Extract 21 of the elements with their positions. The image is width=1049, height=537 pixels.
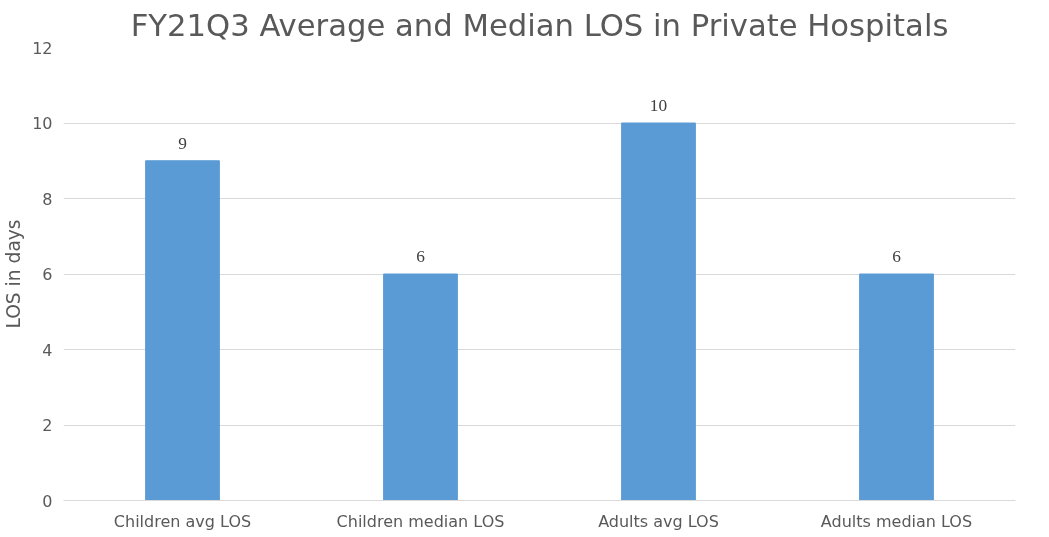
y-tick-label: 6 — [42, 265, 53, 284]
x-tick-label: Children median LOS — [336, 511, 505, 531]
y-tick-label: 12 — [32, 38, 53, 58]
y-tick-label: 4 — [42, 340, 53, 360]
y-tick-label: 10 — [32, 114, 53, 133]
x-tick-label: Adults median LOS — [820, 511, 973, 531]
chart-title: FY21Q3 Average and Median LOS in Private Hospitals — [130, 7, 949, 43]
y-axis-title: LOS in days — [3, 219, 25, 329]
bar — [145, 160, 220, 501]
y-tick-label: 8 — [42, 189, 53, 209]
y-tick-label: 2 — [42, 416, 53, 435]
x-tick-label: Children avg LOS — [113, 511, 252, 531]
bar — [859, 273, 934, 501]
bar — [621, 122, 696, 501]
bar — [383, 273, 458, 501]
x-tick-label: Adults avg LOS — [598, 511, 719, 531]
data-label: 10 — [649, 96, 668, 115]
data-label: 6 — [892, 247, 902, 266]
data-label: 6 — [416, 247, 426, 266]
data-label: 9 — [178, 133, 187, 153]
y-tick-label: 0 — [42, 491, 53, 511]
